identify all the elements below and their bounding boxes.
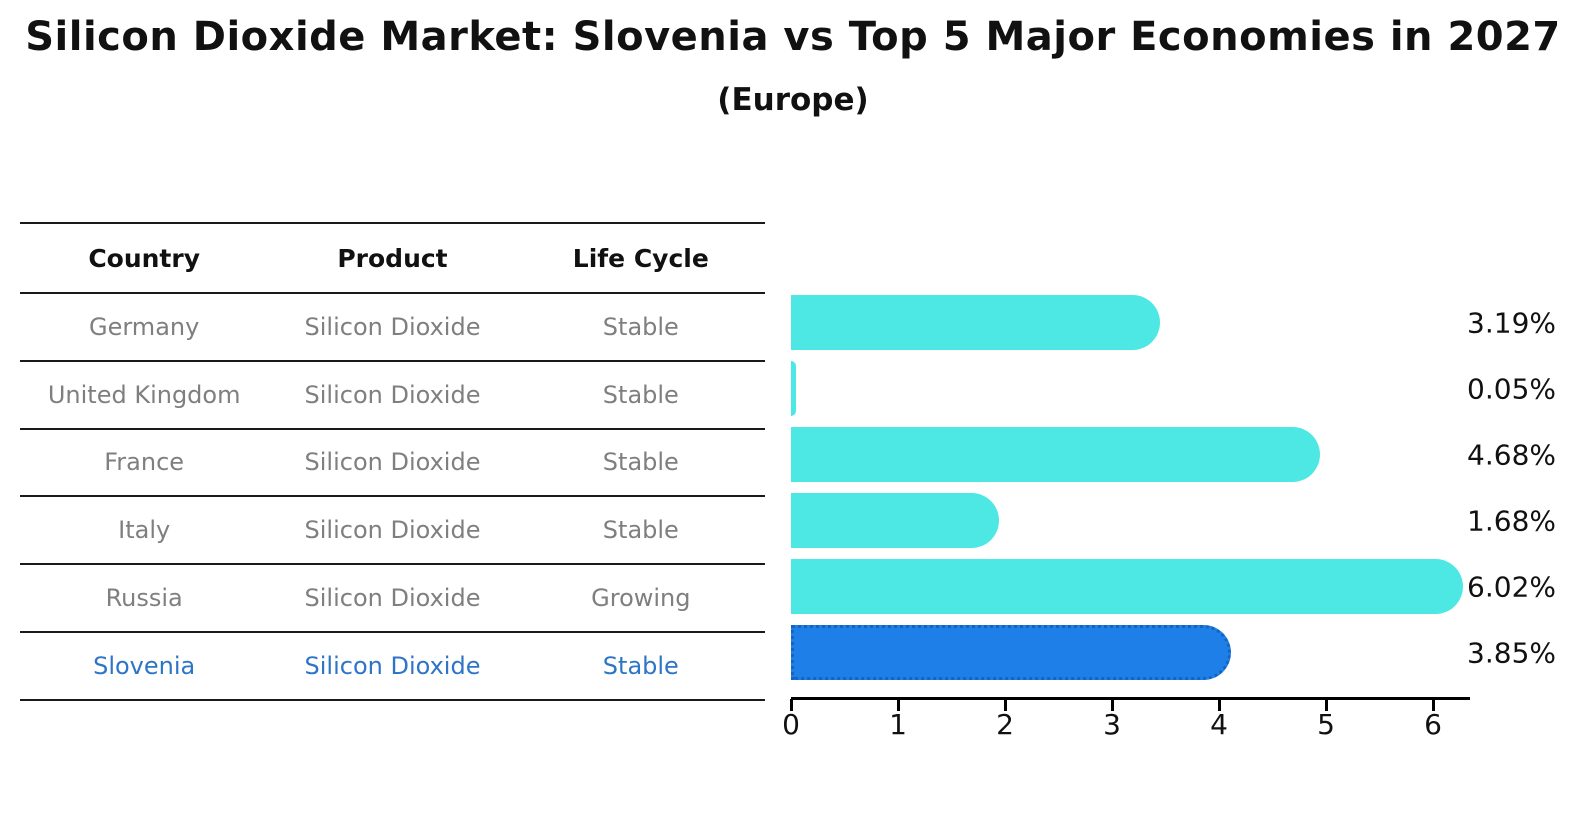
x-axis-tick: [1324, 699, 1328, 711]
product-cell: Silicon Dioxide: [304, 584, 481, 613]
header-country: Country: [88, 243, 201, 273]
bar-italy: [791, 493, 999, 548]
country-cell: United Kingdom: [47, 380, 241, 409]
life-cycle-cell: Stable: [602, 448, 679, 477]
value-label: 3.19%: [1467, 306, 1556, 339]
bar-germany: [791, 295, 1161, 350]
table-row: Slovenia Silicon Dioxide Stable: [20, 630, 765, 699]
x-axis-tick-label: 5: [1317, 708, 1335, 741]
value-label: 3.85%: [1467, 636, 1556, 669]
x-axis-tick-label: 2: [996, 708, 1014, 741]
x-axis-line: [791, 697, 1470, 700]
country-cell: Italy: [118, 516, 171, 545]
bar-russia: [791, 559, 1464, 614]
life-cycle-cell: Stable: [602, 516, 679, 545]
bar-slovenia: [791, 625, 1231, 680]
header-product: Product: [337, 243, 448, 273]
life-cycle-cell: Stable: [602, 312, 679, 341]
x-axis-tick: [1110, 699, 1114, 711]
life-cycle-cell: Stable: [602, 380, 679, 409]
life-cycle-cell: Stable: [602, 651, 679, 680]
life-cycle-cell: Growing: [591, 584, 691, 613]
x-axis-tick-label: 0: [782, 708, 800, 741]
product-cell: Silicon Dioxide: [304, 516, 481, 545]
table-body: Germany Silicon Dioxide Stable United Kingd…: [20, 292, 765, 699]
value-label: 6.02%: [1467, 570, 1556, 603]
table-row: France Silicon Dioxide Stable: [20, 427, 765, 496]
table-row: United Kingdom Silicon Dioxide Stable: [20, 359, 765, 428]
country-table: Country Product Life Cycle Germany Silico…: [20, 222, 765, 701]
header-life-cycle: Life Cycle: [572, 243, 709, 273]
x-axis-tick: [789, 699, 793, 711]
bar-united-kingdom: [791, 361, 797, 416]
x-axis-tick: [1431, 699, 1435, 711]
product-cell: Silicon Dioxide: [304, 312, 481, 341]
value-label: 0.05%: [1467, 372, 1556, 405]
product-cell: Silicon Dioxide: [304, 448, 481, 477]
table-row: Germany Silicon Dioxide Stable: [20, 292, 765, 360]
product-cell: Silicon Dioxide: [304, 651, 481, 680]
bar-france: [791, 427, 1320, 482]
product-cell: Silicon Dioxide: [304, 380, 481, 409]
table-row: Russia Silicon Dioxide Growing: [20, 563, 765, 631]
country-cell: Germany: [89, 312, 200, 341]
x-axis-tick-label: 1: [889, 708, 907, 741]
table-header-row: Country Product Life Cycle: [20, 224, 765, 292]
x-axis-tick-label: 6: [1424, 708, 1442, 741]
value-label: 4.68%: [1467, 438, 1556, 471]
table-row: Italy Silicon Dioxide Stable: [20, 495, 765, 563]
x-axis-tick: [896, 699, 900, 711]
chart-title: Silicon Dioxide Market: Slovenia vs Top …: [25, 14, 1561, 60]
x-axis-tick-label: 4: [1210, 708, 1228, 741]
country-cell: Russia: [105, 584, 183, 613]
x-axis-tick: [1003, 699, 1007, 711]
x-axis-tick: [1217, 699, 1221, 711]
x-axis-tick-label: 3: [1103, 708, 1121, 741]
chart-subtitle: (Europe): [717, 82, 869, 118]
country-cell: Slovenia: [93, 651, 196, 680]
country-cell: France: [104, 448, 185, 477]
value-label: 1.68%: [1467, 504, 1556, 537]
